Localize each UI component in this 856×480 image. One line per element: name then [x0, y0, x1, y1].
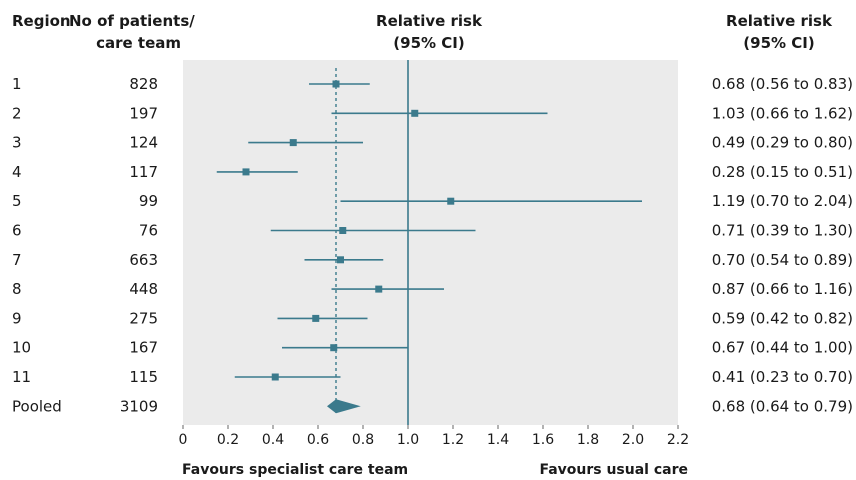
- row-label-pooled: Pooled: [12, 397, 62, 415]
- rows-layer: 1 828 0.68 (0.56 to 0.83) 2 197 1.03 (0.66 to…: [12, 75, 853, 415]
- row-label-region-7: 7: [12, 251, 22, 269]
- row-patients-region-1: 828: [129, 75, 158, 93]
- row-ci-text-region-10: 0.67 (0.44 to 1.00): [712, 339, 853, 357]
- row-patients-region-8: 448: [129, 280, 158, 298]
- header-rr-right-line2: (95% CI): [743, 34, 814, 52]
- row-ci-text-region-9: 0.59 (0.42 to 0.82): [712, 309, 853, 327]
- favours-usual-label: Favours usual care: [539, 462, 688, 478]
- header-rr-line1: Relative risk: [376, 12, 483, 30]
- point-estimate-region-11: [271, 373, 279, 381]
- header-rr-right-line1: Relative risk: [726, 12, 833, 30]
- header-region: Region: [12, 12, 71, 30]
- x-tick-label-1.4: 1.4: [487, 432, 509, 448]
- row-ci-text-region-1: 0.68 (0.56 to 0.83): [712, 75, 853, 93]
- pooled-diamond: [327, 399, 361, 414]
- row-label-region-2: 2: [12, 104, 22, 122]
- row-label-region-10: 10: [12, 339, 31, 357]
- row-patients-region-10: 167: [129, 339, 158, 357]
- row-ci-text-region-7: 0.70 (0.54 to 0.89): [712, 251, 853, 269]
- row-ci-text-region-3: 0.49 (0.29 to 0.80): [712, 134, 853, 152]
- row-patients-region-4: 117: [129, 163, 158, 181]
- row-patients-region-3: 124: [129, 134, 158, 152]
- plot-panel: [183, 60, 678, 425]
- x-tick-label-2.2: 2.2: [667, 432, 689, 448]
- row-ci-text-region-4: 0.28 (0.15 to 0.51): [712, 163, 853, 181]
- point-estimate-region-10: [330, 344, 338, 352]
- row-ci-text-region-8: 0.87 (0.66 to 1.16): [712, 280, 853, 298]
- row-label-region-3: 3: [12, 134, 22, 152]
- row-label-region-9: 9: [12, 309, 22, 327]
- point-estimate-region-1: [332, 80, 340, 88]
- x-tick-label-1.2: 1.2: [442, 432, 464, 448]
- point-estimate-region-7: [337, 256, 344, 264]
- row-patients-region-2: 197: [129, 104, 158, 122]
- header-patients-line2: care team: [96, 34, 181, 52]
- x-tick-label-1.6: 1.6: [532, 432, 554, 448]
- x-tick-label-0.4: 0.4: [262, 432, 284, 448]
- row-label-region-11: 11: [12, 368, 31, 386]
- point-estimate-region-5: [447, 197, 455, 205]
- x-tick-label-2.0: 2.0: [622, 432, 644, 448]
- row-patients-region-11: 115: [129, 368, 158, 386]
- row-patients-region-5: 99: [139, 192, 158, 210]
- row-patients-region-7: 663: [129, 251, 158, 269]
- row-ci-text-region-2: 1.03 (0.66 to 1.62): [712, 104, 853, 122]
- row-ci-text-region-6: 0.71 (0.39 to 1.30): [712, 222, 853, 240]
- point-estimate-region-9: [312, 314, 320, 322]
- point-estimate-region-6: [339, 227, 347, 234]
- row-patients-region-9: 275: [129, 309, 158, 327]
- point-estimate-region-4: [242, 168, 250, 176]
- row-label-region-4: 4: [12, 163, 22, 181]
- x-axis: 0 0.2 0.4 0.6 0.8 1.0 1.2 1.4 1.6 1.8 2.0 2.2: [179, 425, 689, 448]
- x-tick-label-1.0: 1.0: [397, 432, 419, 448]
- row-label-region-8: 8: [12, 280, 22, 298]
- point-estimate-region-8: [375, 285, 383, 293]
- x-tick-label-0: 0: [179, 432, 188, 448]
- row-patients-region-6: 76: [139, 222, 158, 240]
- row-ci-text-region-11: 0.41 (0.23 to 0.70): [712, 368, 853, 386]
- row-label-region-5: 5: [12, 192, 22, 210]
- favours-specialist-label: Favours specialist care team: [182, 462, 408, 478]
- row-patients-pooled: 3109: [120, 397, 158, 415]
- x-tick-label-0.6: 0.6: [307, 432, 329, 448]
- row-label-region-6: 6: [12, 222, 22, 240]
- row-ci-text-region-5: 1.19 (0.70 to 2.04): [712, 192, 853, 210]
- header-rr-line2: (95% CI): [393, 34, 464, 52]
- point-estimate-region-3: [289, 139, 297, 147]
- point-estimate-region-2: [411, 109, 419, 117]
- row-ci-text-pooled: 0.68 (0.64 to 0.79): [712, 397, 853, 415]
- header-patients-line1: No of patients/: [69, 12, 195, 30]
- x-tick-label-0.2: 0.2: [217, 432, 239, 448]
- x-tick-label-1.8: 1.8: [577, 432, 599, 448]
- row-label-region-1: 1: [12, 75, 22, 93]
- x-tick-label-0.8: 0.8: [352, 432, 374, 448]
- marks-layer: [216, 60, 642, 425]
